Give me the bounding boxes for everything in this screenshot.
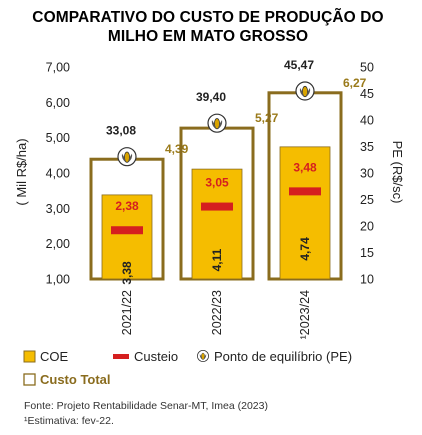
label-pe: 39,40 (196, 90, 226, 104)
y-tick-label: 7,00 (46, 61, 70, 75)
y-axis-label: ( Mil R$/ha) (14, 138, 29, 205)
chart-title-line-1: COMPARATIVO DO CUSTO DE PRODUÇÃO DO (32, 8, 383, 26)
y2-tick-label: 40 (360, 114, 374, 128)
label-custeio: 3,05 (205, 176, 229, 190)
bar-group: 3,05 4,11 39,40 5,27 (179, 90, 279, 281)
footer-source: Fonte: Projeto Rentabilidade Senar-MT, I… (24, 400, 268, 412)
y-axis-ticks: 7,00 6,00 5,00 4,00 3,00 2,00 1,00 (46, 61, 70, 287)
bar-coe (279, 146, 331, 280)
legend-swatch-coe (23, 350, 36, 363)
bar-group: 3,48 4,74 45,47 6,27 (267, 58, 367, 281)
y-tick-label: 2,00 (46, 237, 70, 251)
pe-corn-icon (295, 81, 315, 101)
label-coe: 4,11 (210, 248, 224, 271)
legend-custeio: Custeio (134, 349, 178, 364)
legend-swatch-total (23, 373, 36, 386)
chart-title-line-2: MILHO EM MATO GROSSO (108, 28, 308, 45)
pe-corn-icon (117, 147, 137, 167)
marker-custeio (111, 226, 143, 235)
category-label: 2021/22 (120, 290, 134, 335)
y2-tick-label: 20 (360, 220, 374, 234)
legend: COE Custeio Ponto de equilíbrio (PE) Cus… (23, 349, 352, 387)
bar-coe (191, 168, 243, 280)
marker-custeio (289, 187, 321, 196)
bar-group: 2,38 3,38 33,08 4,39 (89, 124, 189, 285)
y2-tick-label: 35 (360, 140, 374, 154)
y-tick-label: 4,00 (46, 167, 70, 181)
legend-total: Custo Total (40, 372, 111, 387)
legend-pe-corn-icon (197, 350, 209, 362)
category-labels: 2021/22 2022/23 ¹2023/24 (120, 290, 312, 339)
y-tick-label: 5,00 (46, 131, 70, 145)
y2-tick-label: 50 (360, 61, 374, 75)
bars-layer: 2,38 3,38 33,08 4,39 3,05 4,11 39,40 5,27 3,48 4,… (89, 58, 367, 285)
marker-custeio (201, 202, 233, 211)
legend-coe: COE (40, 349, 69, 364)
legend-pe: Ponto de equilíbrio (PE) (214, 349, 352, 364)
category-label: 2022/23 (210, 290, 224, 335)
y2-axis-ticks: 50 45 40 35 30 25 20 15 10 (360, 61, 374, 287)
category-label: ¹2023/24 (298, 290, 312, 339)
bar-coe (101, 194, 153, 280)
legend-swatch-custeio (113, 354, 129, 359)
label-coe: 4,74 (298, 237, 312, 261)
y2-tick-label: 30 (360, 167, 374, 181)
label-custeio: 2,38 (115, 199, 139, 213)
y-tick-label: 1,00 (46, 273, 70, 287)
label-custo-total: 5,27 (255, 111, 279, 125)
label-custo-total: 6,27 (343, 76, 367, 90)
label-pe: 45,47 (284, 58, 314, 72)
label-custo-total: 4,39 (165, 142, 189, 156)
y2-tick-label: 45 (360, 87, 374, 101)
label-coe: 3,38 (120, 261, 134, 285)
y2-axis-label: PE (R$/sc) (390, 141, 405, 204)
label-pe: 33,08 (106, 124, 136, 138)
footer-note: ¹Estimativa: fev-22. (24, 415, 114, 427)
y-tick-label: 6,00 (46, 96, 70, 110)
y2-tick-label: 25 (360, 193, 374, 207)
y2-tick-label: 15 (360, 246, 374, 260)
label-custeio: 3,48 (293, 160, 317, 174)
y2-tick-label: 10 (360, 273, 374, 287)
y-tick-label: 3,00 (46, 202, 70, 216)
pe-corn-icon (207, 113, 227, 133)
